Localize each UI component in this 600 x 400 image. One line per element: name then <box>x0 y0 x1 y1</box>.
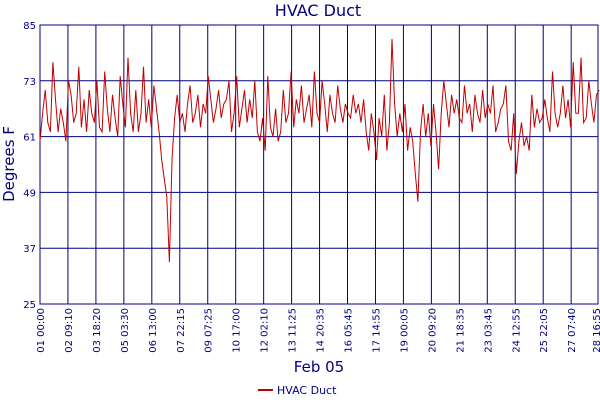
x-axis: 01 00:00 02 09:10 03 18:20 05 03:30 06 13:00… <box>36 308 600 353</box>
x-tick-label: 14 20:35 <box>316 308 327 353</box>
x-tick-label: 07 22:15 <box>176 308 187 353</box>
x-tick-label: 12 02:10 <box>260 308 271 353</box>
x-tick-label: 16 05:45 <box>344 308 355 353</box>
y-tick-label: 73 <box>23 77 36 88</box>
x-tick-label: 09 07:25 <box>204 308 215 353</box>
x-tick-label: 23 03:45 <box>483 308 494 353</box>
plot-frame <box>39 24 599 305</box>
x-tick-label: 20 09:20 <box>427 308 438 353</box>
plot-area <box>40 25 598 304</box>
y-tick-label: 37 <box>23 244 36 255</box>
y-tick-label: 25 <box>23 300 36 311</box>
y-axis-label: Degrees F <box>0 126 18 202</box>
y-tick-label: 85 <box>23 21 36 32</box>
chart-title: HVAC Duct <box>275 1 361 20</box>
x-tick-label: 03 18:20 <box>92 308 103 353</box>
x-tick-label: 02 09:10 <box>64 308 75 353</box>
y-tick-label: 61 <box>23 133 36 144</box>
x-tick-label: 05 03:30 <box>120 308 131 353</box>
legend: HVAC Duct <box>258 384 337 397</box>
x-tick-label: 06 13:00 <box>148 308 159 353</box>
series-line-hvac-duct <box>39 38 600 263</box>
x-tick-label: 10 17:00 <box>232 308 243 353</box>
x-tick-label: 27 07:40 <box>567 308 578 353</box>
legend-label: HVAC Duct <box>277 384 337 397</box>
y-tick-label: 49 <box>23 188 36 199</box>
x-tick-label: 24 12:55 <box>511 308 522 353</box>
x-tick-label: 13 11:25 <box>288 308 299 353</box>
x-tick-label: 21 18:35 <box>455 308 466 353</box>
grid <box>40 24 598 305</box>
x-axis-label: Feb 05 <box>294 358 344 376</box>
x-tick-label: 25 22:05 <box>539 308 550 353</box>
x-tick-label: 19 00:05 <box>399 308 410 353</box>
x-tick-label: 01 00:00 <box>36 308 47 353</box>
x-tick-label: 17 14:55 <box>371 308 382 353</box>
x-tick-label: 28 16:55 <box>592 308 600 353</box>
y-axis: 85 73 61 49 37 25 <box>23 21 36 311</box>
